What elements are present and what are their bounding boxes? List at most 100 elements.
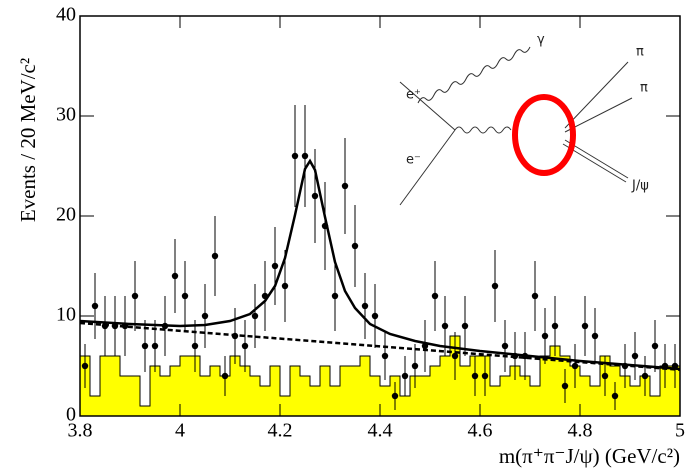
background-bar bbox=[310, 386, 320, 416]
plot-area: 3.8 4 4.2 4.4 4.6 4.8 5 0 10 20 30 40 bbox=[56, 4, 685, 442]
data-point bbox=[521, 352, 529, 360]
background-bar bbox=[370, 376, 380, 416]
background-bar bbox=[300, 376, 310, 416]
background-bar bbox=[210, 366, 220, 416]
background-bar bbox=[130, 376, 140, 416]
x-tick-label: 4.4 bbox=[368, 420, 393, 442]
data-point bbox=[311, 192, 319, 200]
background-bar bbox=[140, 406, 150, 416]
inset-label: π bbox=[636, 45, 644, 60]
background-bar bbox=[400, 396, 410, 416]
data-point bbox=[191, 342, 199, 350]
data-point bbox=[151, 342, 159, 350]
background-bar bbox=[440, 356, 450, 416]
background-bar bbox=[320, 366, 330, 416]
data-point bbox=[401, 372, 409, 380]
e-plus-line bbox=[399, 81, 456, 131]
background-bar bbox=[90, 396, 100, 416]
background-bar bbox=[540, 356, 550, 416]
inset-label: e⁻ bbox=[406, 153, 421, 168]
data-point bbox=[131, 292, 139, 300]
background-outline bbox=[79, 335, 680, 416]
background-bar bbox=[660, 366, 670, 416]
background-bar bbox=[170, 366, 180, 416]
x-tick-label: 3.8 bbox=[68, 420, 93, 442]
data-point bbox=[631, 352, 639, 360]
data-point bbox=[541, 332, 549, 340]
data-point bbox=[331, 292, 339, 300]
data-point bbox=[461, 322, 469, 330]
data-point bbox=[481, 372, 489, 380]
background-bar bbox=[430, 366, 440, 416]
background-bar bbox=[290, 366, 300, 416]
data-point bbox=[571, 362, 579, 370]
data-point bbox=[181, 292, 189, 300]
data-point bbox=[581, 322, 589, 330]
data-point bbox=[241, 342, 249, 350]
data-point bbox=[511, 352, 519, 360]
data-point bbox=[551, 322, 559, 330]
data-point bbox=[351, 242, 359, 250]
x-tick-label: 4.2 bbox=[268, 420, 293, 442]
y-tick-label: 20 bbox=[56, 204, 76, 226]
background-bar bbox=[670, 366, 680, 416]
background-bar bbox=[410, 376, 420, 416]
background-bar bbox=[360, 356, 370, 416]
data-point bbox=[211, 252, 219, 260]
highlight-circle bbox=[512, 94, 576, 176]
data-point bbox=[201, 312, 209, 320]
background-bar bbox=[520, 376, 530, 416]
background-bar bbox=[240, 366, 250, 416]
data-point bbox=[671, 362, 679, 370]
y-tick-label: 10 bbox=[56, 304, 76, 326]
data-point bbox=[471, 372, 479, 380]
pi-line bbox=[564, 61, 629, 129]
background-bar bbox=[200, 376, 210, 416]
background-fit-line bbox=[79, 321, 681, 372]
data-point bbox=[491, 282, 499, 290]
data-point bbox=[291, 152, 299, 160]
background-bar bbox=[490, 386, 500, 416]
data-point bbox=[301, 152, 309, 160]
background-bar bbox=[190, 356, 200, 416]
background-bar bbox=[570, 366, 580, 416]
data-point bbox=[361, 302, 369, 310]
data-point bbox=[561, 382, 569, 390]
data-point bbox=[641, 372, 649, 380]
inset-diagram bbox=[399, 46, 633, 206]
data-point bbox=[501, 342, 509, 350]
background-bar bbox=[250, 376, 260, 416]
data-point bbox=[271, 262, 279, 270]
y-tick-label: 40 bbox=[56, 4, 76, 26]
data-point bbox=[221, 372, 229, 380]
data-point bbox=[101, 322, 109, 330]
background-bar bbox=[630, 386, 640, 416]
data-point bbox=[171, 272, 179, 280]
plot-frame bbox=[79, 15, 681, 417]
background-bar bbox=[330, 386, 340, 416]
data-point bbox=[661, 362, 669, 370]
inset-label: e⁺ bbox=[406, 88, 421, 103]
background-bar bbox=[150, 366, 160, 416]
data-point bbox=[451, 352, 459, 360]
y-tick-label: 0 bbox=[66, 404, 76, 426]
jpsi-line bbox=[564, 139, 629, 179]
background-bar bbox=[530, 386, 540, 416]
background-bar bbox=[280, 396, 290, 416]
x-tick-label: 5 bbox=[675, 420, 685, 442]
data-point bbox=[421, 342, 429, 350]
inset-label: π bbox=[640, 81, 648, 96]
data-point bbox=[611, 392, 619, 400]
data-point bbox=[121, 322, 129, 330]
background-bar bbox=[500, 376, 510, 416]
data-point bbox=[381, 352, 389, 360]
pi-line bbox=[564, 97, 633, 133]
data-point bbox=[591, 332, 599, 340]
x-tick-label: 4.8 bbox=[568, 420, 593, 442]
background-bar bbox=[340, 366, 350, 416]
data-point bbox=[321, 222, 329, 230]
fit-line bbox=[79, 158, 681, 371]
y-axis-label: Events / 20 MeV/c² bbox=[16, 58, 40, 222]
background-bar bbox=[420, 376, 430, 416]
